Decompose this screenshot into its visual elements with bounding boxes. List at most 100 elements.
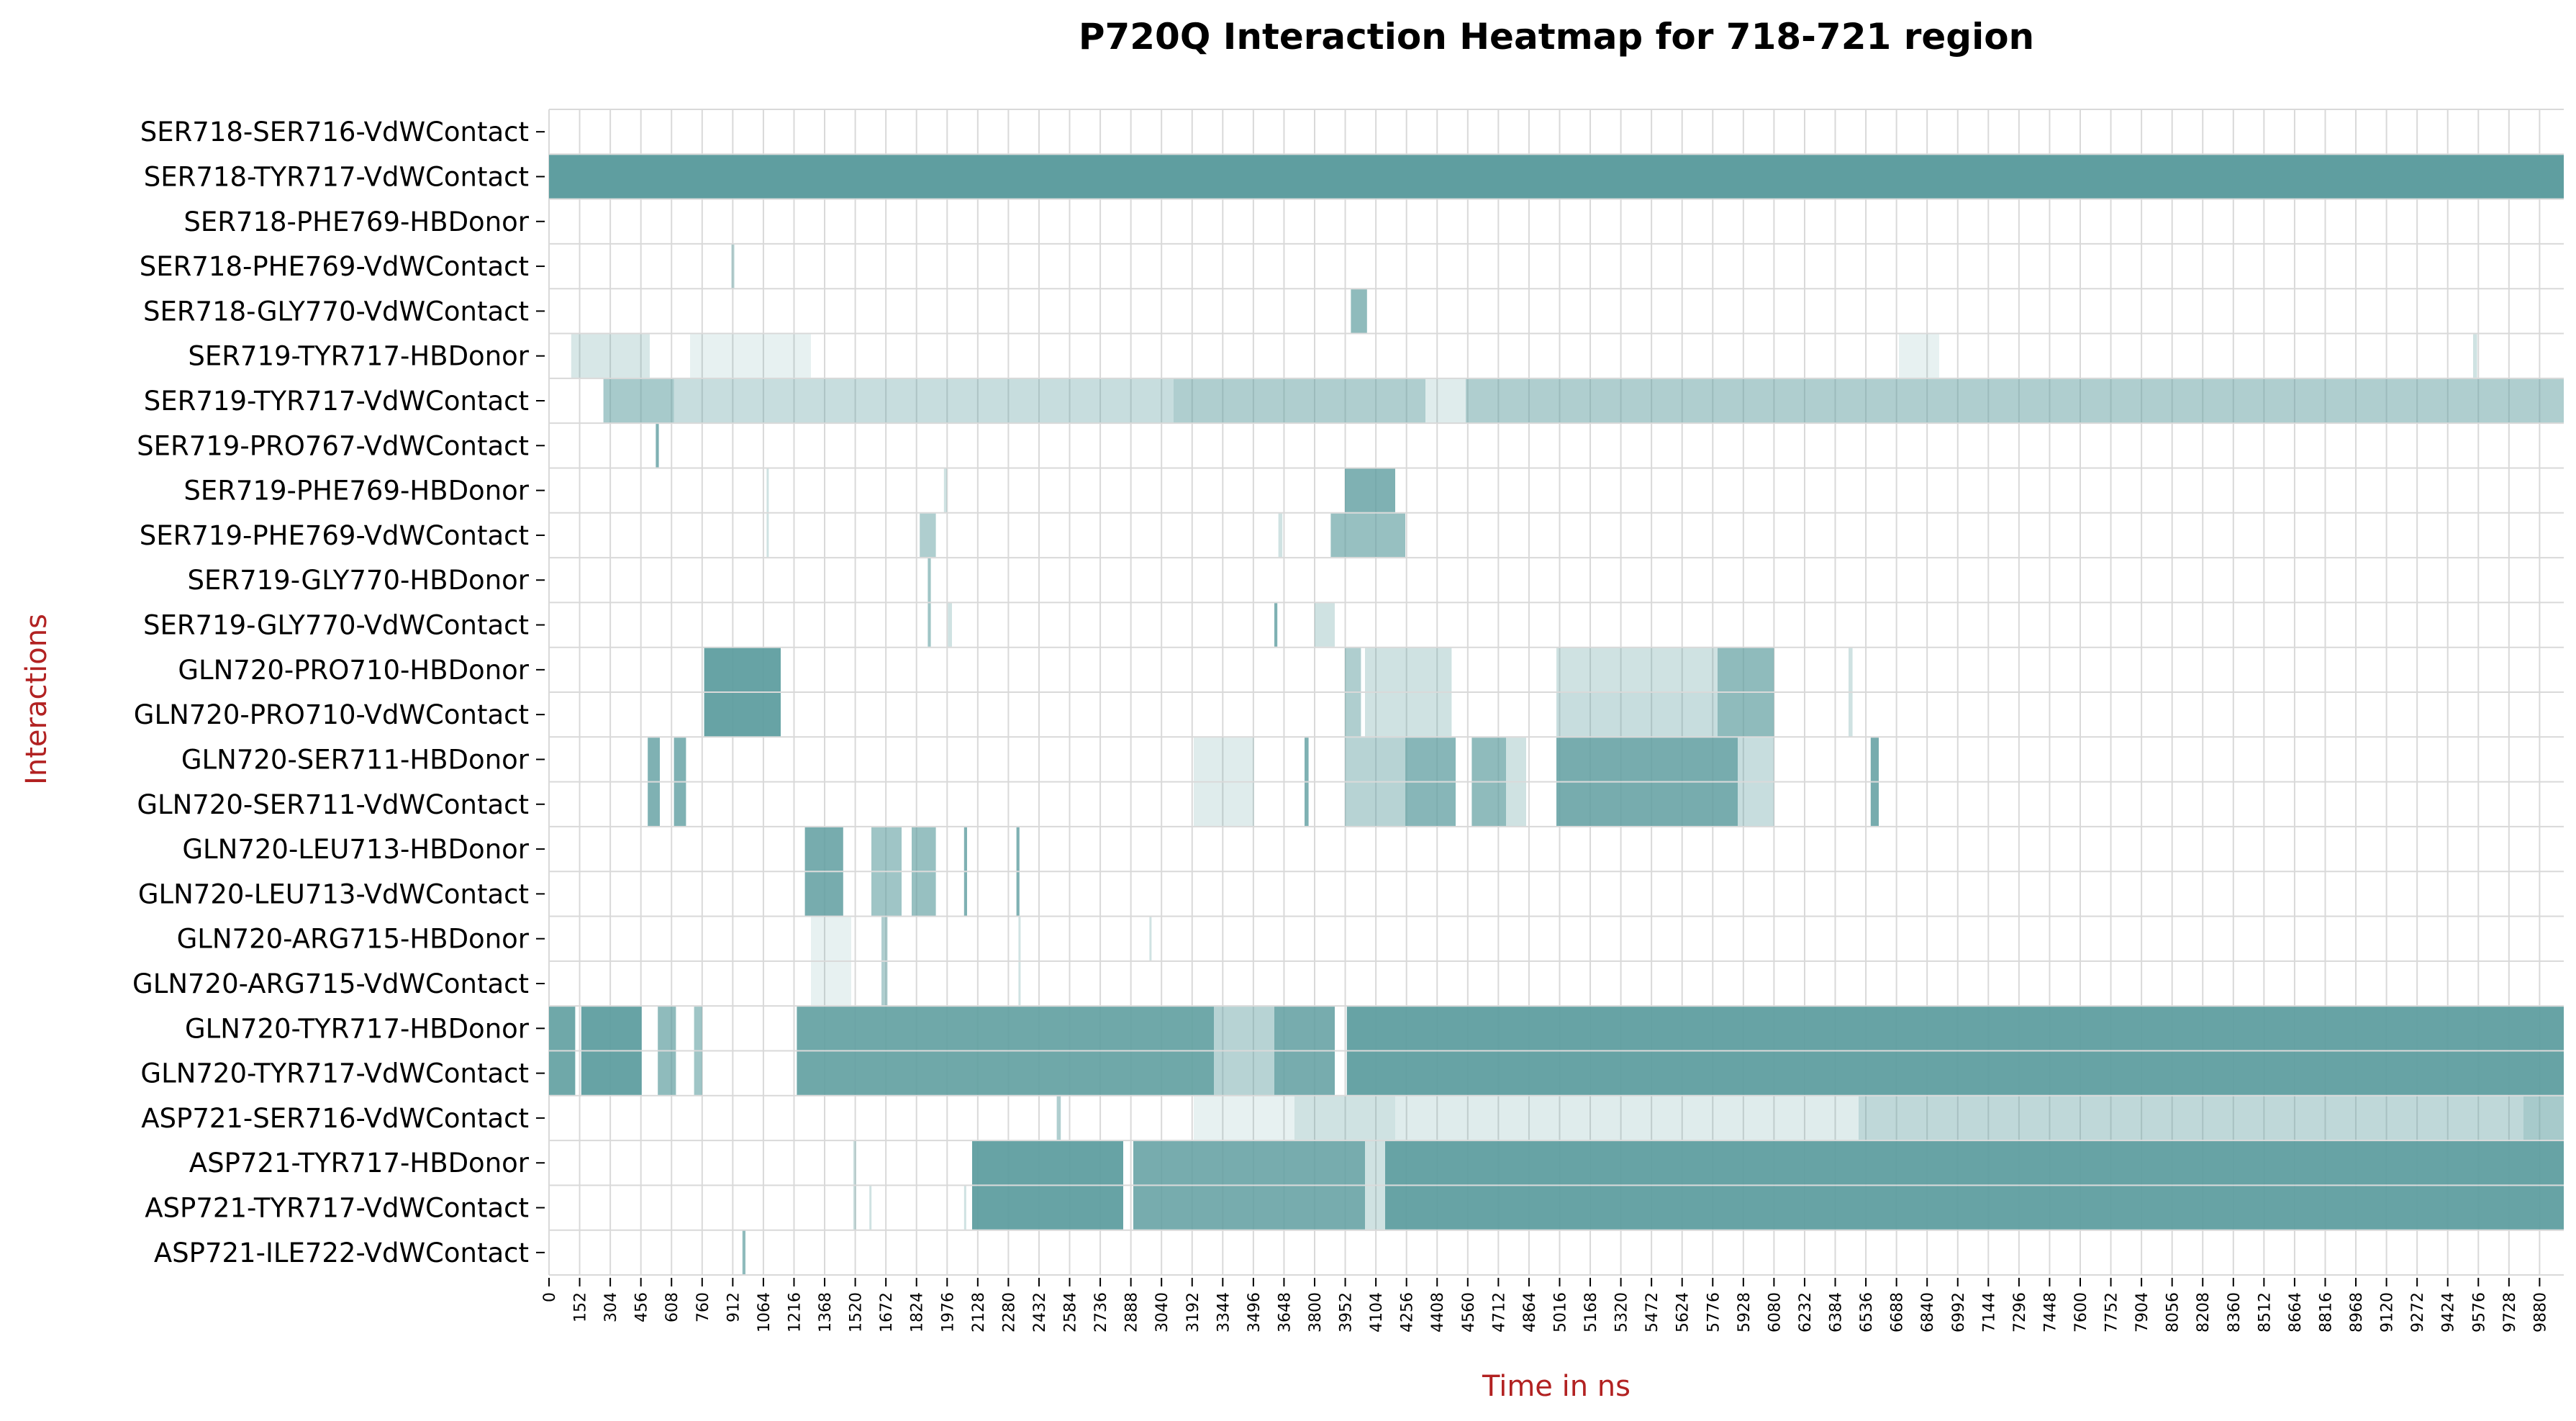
heatmap-segment xyxy=(694,1051,702,1095)
heatmap-segment xyxy=(1718,648,1774,691)
heatmap-segment xyxy=(731,244,735,289)
x-tick-label: 5168 xyxy=(1582,1292,1600,1333)
x-tick-label: 7448 xyxy=(2041,1292,2059,1333)
heatmap-segment xyxy=(656,424,659,468)
x-tick-label: 152 xyxy=(572,1292,590,1322)
row-label: SER718-TYR717-VdWContact xyxy=(144,161,529,192)
x-tick-label: 6384 xyxy=(1828,1292,1846,1333)
heatmap-segment xyxy=(1018,961,1021,1006)
x-tick-label: 6536 xyxy=(1858,1292,1876,1333)
heatmap-segment xyxy=(2473,334,2477,378)
heatmap-segment xyxy=(1405,782,1456,826)
x-tick-label: 3192 xyxy=(1184,1292,1202,1333)
row-label: ASP721-ILE722-VdWContact xyxy=(154,1238,529,1268)
y-axis-label: Interactions xyxy=(20,614,53,785)
heatmap-segment xyxy=(1149,917,1152,961)
x-tick-label: 9272 xyxy=(2409,1292,2427,1333)
heatmap-segment xyxy=(1305,737,1309,781)
x-tick-label: 9728 xyxy=(2501,1292,2519,1333)
heatmap-segment xyxy=(1870,782,1879,826)
heatmap-segment xyxy=(648,782,660,826)
heatmap-segment xyxy=(1346,1007,2564,1050)
heatmap-segment xyxy=(1194,1096,1294,1140)
heatmap-segment xyxy=(797,1007,1214,1050)
x-tick-label: 5016 xyxy=(1551,1292,1569,1333)
x-tick-label: 9576 xyxy=(2470,1292,2488,1333)
heatmap-segment xyxy=(1506,737,1526,781)
heatmap-segment xyxy=(1365,693,1452,737)
heatmap-segment xyxy=(1274,1007,1335,1050)
x-tick-label: 2736 xyxy=(1092,1292,1110,1333)
heatmap-segment xyxy=(963,872,967,916)
x-tick-label: 608 xyxy=(663,1292,681,1322)
heatmap-segment xyxy=(928,558,931,602)
x-tick-label: 3344 xyxy=(1215,1292,1233,1333)
heatmap-segment xyxy=(881,917,888,961)
chart-title: P720Q Interaction Heatmap for 718-721 re… xyxy=(1079,16,2034,58)
heatmap-segment xyxy=(963,827,967,871)
x-tick-label: 3648 xyxy=(1276,1292,1294,1333)
heatmap-segment xyxy=(797,1051,1214,1095)
heatmap-segment xyxy=(658,1051,676,1095)
heatmap-segment xyxy=(2523,1096,2564,1140)
row-label: SER719-TYR717-HBDonor xyxy=(188,341,529,372)
heatmap-segment xyxy=(1278,513,1283,558)
heatmap-segment xyxy=(811,961,851,1006)
heatmap-segment xyxy=(912,872,936,916)
x-tick-label: 2280 xyxy=(1000,1292,1018,1333)
heatmap-segment xyxy=(972,1141,1123,1185)
heatmap-segment xyxy=(1345,693,1361,737)
heatmap-segment xyxy=(1194,737,1254,781)
x-tick-label: 7144 xyxy=(1980,1292,1998,1333)
row-label: GLN720-SER711-VdWContact xyxy=(137,789,529,820)
heatmap-segment xyxy=(1345,737,1405,781)
heatmap-segment xyxy=(1274,603,1278,647)
x-tick-label: 760 xyxy=(694,1292,712,1322)
x-tick-label: 8208 xyxy=(2195,1292,2213,1333)
heatmap-segment xyxy=(1056,1096,1061,1140)
x-tick-label: 0 xyxy=(541,1292,559,1302)
heatmap-segment xyxy=(766,513,769,558)
heatmap-segment xyxy=(1365,1141,1385,1185)
x-tick-label: 9424 xyxy=(2440,1292,2458,1333)
row-label: ASP721-TYR717-HBDonor xyxy=(189,1148,530,1179)
x-tick-label: 1216 xyxy=(786,1292,804,1333)
row-label: SER719-GLY770-HBDonor xyxy=(188,565,530,596)
heatmap-segment xyxy=(1395,1096,1859,1140)
x-axis-label: Time in ns xyxy=(1482,1370,1631,1403)
heatmap-segment xyxy=(1330,513,1405,558)
x-tick-label: 3496 xyxy=(1246,1292,1264,1333)
heatmap-segment xyxy=(1385,1186,2564,1230)
x-tick-label: 1976 xyxy=(939,1292,957,1333)
row-label: GLN720-TYR717-HBDonor xyxy=(185,1013,530,1044)
row-label: GLN720-ARG715-VdWContact xyxy=(132,968,529,999)
heatmap-segment xyxy=(1556,782,1738,826)
heatmap-segment xyxy=(674,782,686,826)
heatmap-segment xyxy=(658,1007,676,1050)
x-tick-label: 4712 xyxy=(1490,1292,1508,1333)
heatmap-segment xyxy=(704,648,781,691)
heatmap-segment xyxy=(704,693,781,737)
heatmap-segment xyxy=(963,1186,966,1230)
x-tick-label: 1064 xyxy=(756,1292,774,1333)
heatmap-segment xyxy=(1345,468,1395,512)
heatmap-segment xyxy=(1305,782,1309,826)
heatmap-segment xyxy=(912,827,936,871)
heatmap-segment xyxy=(1016,827,1020,871)
heatmap-cells xyxy=(549,155,2564,1274)
row-label: SER719-PRO767-VdWContact xyxy=(137,430,529,461)
x-tick-label: 7296 xyxy=(2011,1292,2029,1333)
heatmap-segment xyxy=(1849,648,1853,691)
heatmap-segment xyxy=(1385,1141,2564,1185)
heatmap-segment xyxy=(1471,782,1506,826)
x-tick-label: 912 xyxy=(725,1292,743,1322)
heatmap-segment xyxy=(581,1051,642,1095)
heatmap-segment xyxy=(948,603,952,647)
x-tick-label: 1672 xyxy=(878,1292,896,1333)
row-label: GLN720-PRO710-VdWContact xyxy=(134,699,529,730)
heatmap-segment xyxy=(1345,648,1361,691)
x-tick-label: 3800 xyxy=(1307,1292,1325,1333)
heatmap-segment xyxy=(1425,378,1466,423)
row-label: SER719-GLY770-VdWContact xyxy=(143,610,529,641)
